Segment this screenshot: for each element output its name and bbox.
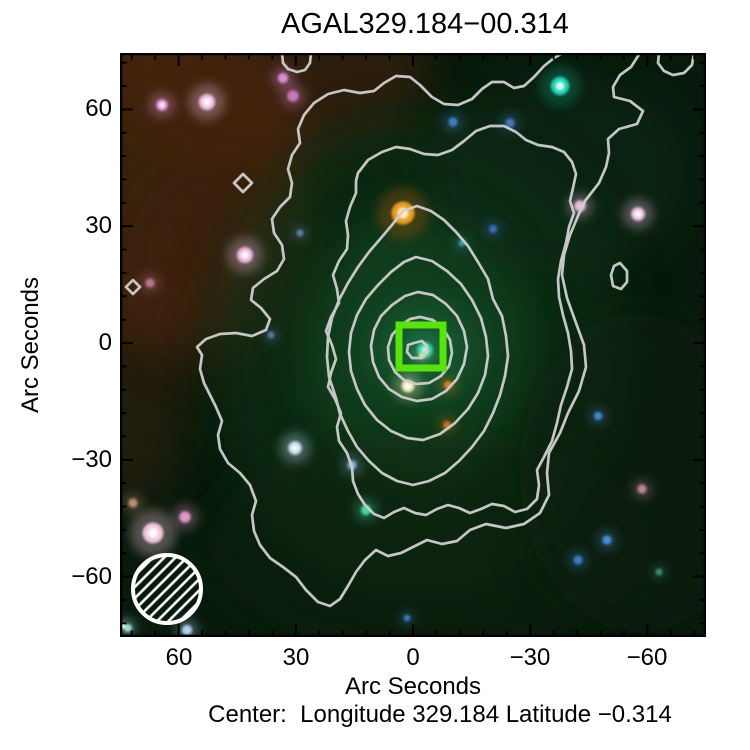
contour-uloop-top <box>656 53 696 77</box>
star-core <box>298 231 302 235</box>
star-core <box>269 333 273 337</box>
star-core <box>148 528 158 538</box>
contour-peak <box>405 339 429 360</box>
star-core <box>182 514 188 520</box>
star-core <box>639 486 645 492</box>
star-core <box>405 616 409 620</box>
y-tick-label-60: 60 <box>85 95 112 122</box>
y-tick-label-m30: −30 <box>71 446 112 473</box>
star-core <box>203 98 211 106</box>
x-tick-label-m60: −60 <box>626 644 668 671</box>
contour-hook-top <box>280 53 313 74</box>
beam-circle <box>131 553 203 625</box>
star-core <box>290 93 296 99</box>
center-coordinates-caption: Center: Longitude 329.184 Latitude −0.31… <box>208 701 672 728</box>
sky-image-panel <box>120 53 706 637</box>
contour-island-3 <box>609 261 629 291</box>
contour-level-2 <box>324 124 578 520</box>
x-tick-label-30: 30 <box>282 644 310 671</box>
star-core <box>121 624 125 628</box>
star-core <box>291 444 299 452</box>
sky-image <box>120 53 706 637</box>
contour-level-5 <box>369 290 469 403</box>
star-core <box>634 210 642 218</box>
contour-level-1 <box>195 53 645 608</box>
star-core <box>159 102 165 108</box>
star-field <box>120 65 667 637</box>
star-core <box>575 557 581 563</box>
dust-contours <box>124 53 696 608</box>
target-box <box>395 321 447 372</box>
y-tick-label-30: 30 <box>85 212 112 239</box>
star-core <box>450 119 456 125</box>
contour-island-2 <box>124 278 142 296</box>
star-core <box>241 251 249 259</box>
contour-level-3 <box>325 204 510 487</box>
plot-frame <box>120 53 706 637</box>
star-core <box>507 120 513 126</box>
star-core <box>184 627 190 633</box>
star-core <box>555 81 565 91</box>
star-core <box>280 75 286 81</box>
star-core <box>604 537 610 543</box>
contour-level-6 <box>386 315 454 386</box>
x-axis-label: Arc Seconds <box>344 673 482 700</box>
contour-level-4 <box>347 255 490 442</box>
star-core <box>657 570 661 574</box>
x-tick-label-m30: −30 <box>509 644 551 671</box>
star-core <box>596 414 600 418</box>
star-core <box>445 423 449 427</box>
y-tick-label-0: 0 <box>98 329 112 356</box>
star-core <box>404 382 412 390</box>
star-core <box>491 227 495 231</box>
x-tick-label-60: 60 <box>165 644 193 671</box>
y-tick-label-m60: −60 <box>71 563 112 590</box>
x-tick-label-0: 0 <box>406 644 420 671</box>
star-core <box>460 241 464 245</box>
star-core <box>130 500 136 506</box>
figure-title: AGAL329.184−00.314 <box>281 8 569 40</box>
contour-island-1 <box>232 172 254 194</box>
star-core <box>147 280 153 286</box>
